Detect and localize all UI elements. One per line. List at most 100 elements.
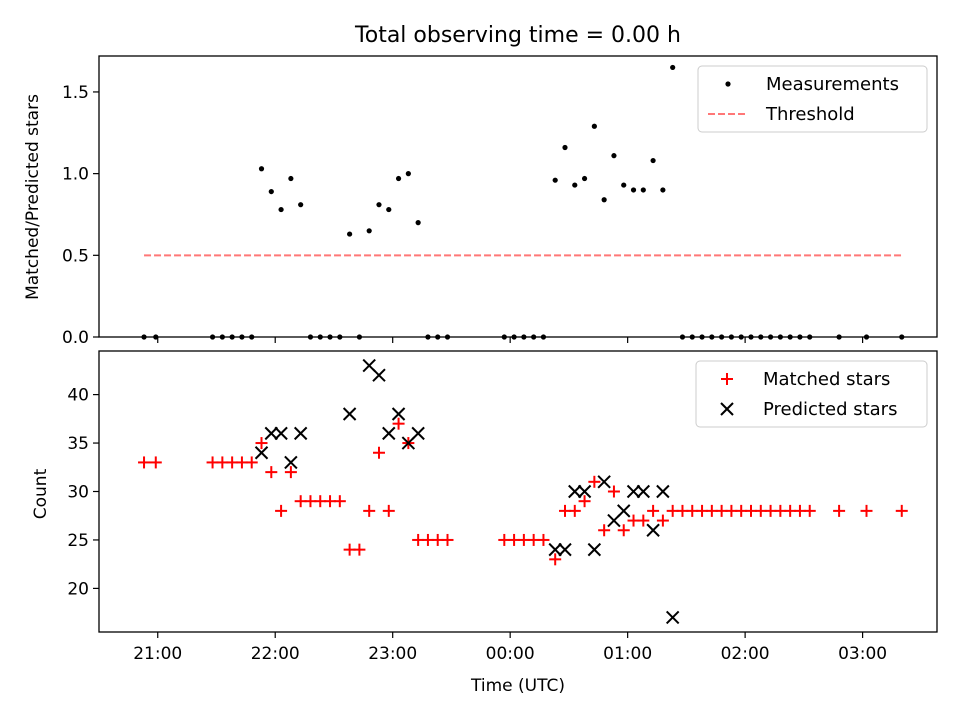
predicted-star-stroke-b: [636, 484, 651, 499]
predicted-star-point: [254, 446, 269, 460]
matched-star-point: [372, 446, 385, 459]
legend-matched-marker: [721, 373, 733, 385]
measurement-point: [386, 206, 392, 213]
predicted-star-stroke-b: [264, 426, 279, 441]
predicted-star-stroke-b: [587, 542, 602, 557]
matched-star-point: [598, 524, 611, 537]
predicted-star-point: [372, 368, 386, 382]
top-y-ticks: 0.0 0.5 1.0 1.5: [62, 83, 99, 348]
bottom-legend-box: [695, 360, 928, 428]
measurement-point: [581, 175, 588, 182]
predicted-star-point: [568, 484, 582, 499]
legend-predicted-marker: [720, 402, 734, 416]
predicted-star-point: [597, 475, 611, 489]
top-y-tick-label: 0.5: [62, 246, 89, 266]
predicted-star-point: [587, 542, 602, 557]
predicted-star-point: [293, 426, 308, 441]
measurement-point: [415, 220, 421, 226]
top-legend-box: [697, 65, 928, 133]
predicted-star-stroke-b: [391, 407, 406, 421]
matched-star-point: [138, 456, 151, 469]
predicted-star-point: [274, 426, 288, 441]
measurement-point: [366, 228, 372, 234]
bottom-x-tick-label: 21:00: [133, 644, 182, 664]
matched-star-point: [275, 504, 288, 517]
measurement-point: [562, 144, 568, 151]
predicted-star-stroke-b: [274, 426, 288, 441]
predicted-star-point: [646, 523, 660, 537]
bottom-x-tick-label: 00:00: [486, 644, 535, 664]
bottom-x-ticks: 21:00 22:00 23:00 00:00 01:00 02:00 03:00: [133, 632, 887, 664]
matched-star-point: [549, 553, 562, 566]
measurement-point: [660, 187, 666, 193]
top-y-tick-label: 1.5: [62, 83, 89, 103]
predicted-star-stroke-b: [293, 426, 308, 441]
bottom-marks: [138, 358, 908, 625]
predicted-star-stroke-b: [342, 407, 357, 421]
measurement-point: [395, 175, 402, 182]
measurement-point: [640, 187, 646, 193]
legend-measurements-label: Measurements: [766, 74, 899, 95]
measurement-point: [572, 182, 578, 188]
bottom-plot: 20 25 30 35 40 21:00 22:00 23:00 00:00 01:00 02:0…: [31, 350, 938, 696]
matched-star-point: [392, 417, 405, 430]
bottom-y-ticks: 20 25 30 35 40: [67, 386, 99, 599]
top-marks: [141, 64, 905, 340]
predicted-star-point: [617, 504, 631, 518]
predicted-star-point: [284, 455, 298, 470]
predicted-star-point: [656, 484, 670, 499]
measurement-point: [376, 202, 382, 208]
matched-star-point: [647, 504, 660, 517]
predicted-star-point: [548, 542, 562, 557]
predicted-star-point: [626, 484, 641, 499]
measurement-point: [552, 177, 558, 183]
predicted-star-stroke-b: [617, 504, 631, 518]
measurement-point: [621, 182, 627, 188]
measurement-point: [670, 64, 676, 71]
matched-star-point: [588, 475, 601, 488]
top-y-tick-label: 1.0: [62, 165, 89, 185]
matched-star-point: [245, 456, 258, 469]
matched-star-point: [803, 504, 816, 517]
measurement-point: [298, 202, 304, 208]
legend-matched-label: Matched stars: [763, 369, 890, 390]
measurement-point: [288, 175, 294, 182]
matched-star-point: [568, 504, 581, 517]
predicted-star-stroke-b: [646, 523, 660, 537]
predicted-star-stroke-b: [372, 368, 386, 382]
matched-star-point: [537, 533, 550, 546]
chart-title: Total observing time = 0.00 h: [354, 23, 681, 48]
bottom-x-tick-label: 02:00: [721, 644, 770, 664]
measurement-point: [347, 231, 353, 237]
predicted-star-point: [665, 610, 680, 625]
top-plot: 0.0 0.5 1.0 1.5 Matched/Predicted stars Mea…: [23, 55, 938, 348]
predicted-star-stroke-b: [254, 446, 269, 460]
predicted-star-stroke-b: [362, 358, 376, 373]
matched-star-point: [441, 533, 454, 546]
measurement-point: [591, 123, 597, 129]
predicted-star-point: [342, 407, 357, 421]
legend-measurements-marker: [725, 81, 731, 87]
top-plot-frame: [98, 55, 938, 338]
matched-star-point: [578, 495, 591, 508]
bottom-y-tick-label: 35: [67, 434, 89, 454]
matched-star-point: [255, 437, 268, 450]
predicted-star-stroke-b: [284, 455, 298, 470]
predicted-star-point: [558, 542, 572, 557]
top-x-ticks: [157, 337, 864, 343]
bottom-y-tick-label: 25: [67, 531, 89, 551]
bottom-y-tick-label: 30: [67, 483, 89, 503]
predicted-star-stroke-b: [665, 610, 680, 625]
matched-star-point: [860, 504, 873, 517]
legend-threshold-label: Threshold: [765, 104, 855, 125]
predicted-star-stroke-b: [656, 484, 670, 499]
top-y-axis-label: Matched/Predicted stars: [23, 94, 43, 300]
bottom-y-tick-label: 20: [67, 579, 89, 599]
matched-star-point: [353, 543, 366, 556]
matched-star-point: [833, 504, 846, 517]
matched-star-point: [607, 485, 620, 498]
predicted-star-stroke-b: [626, 484, 641, 499]
matched-star-point: [895, 504, 908, 517]
measurement-point: [630, 187, 637, 193]
bottom-x-tick-label: 01:00: [603, 644, 652, 664]
